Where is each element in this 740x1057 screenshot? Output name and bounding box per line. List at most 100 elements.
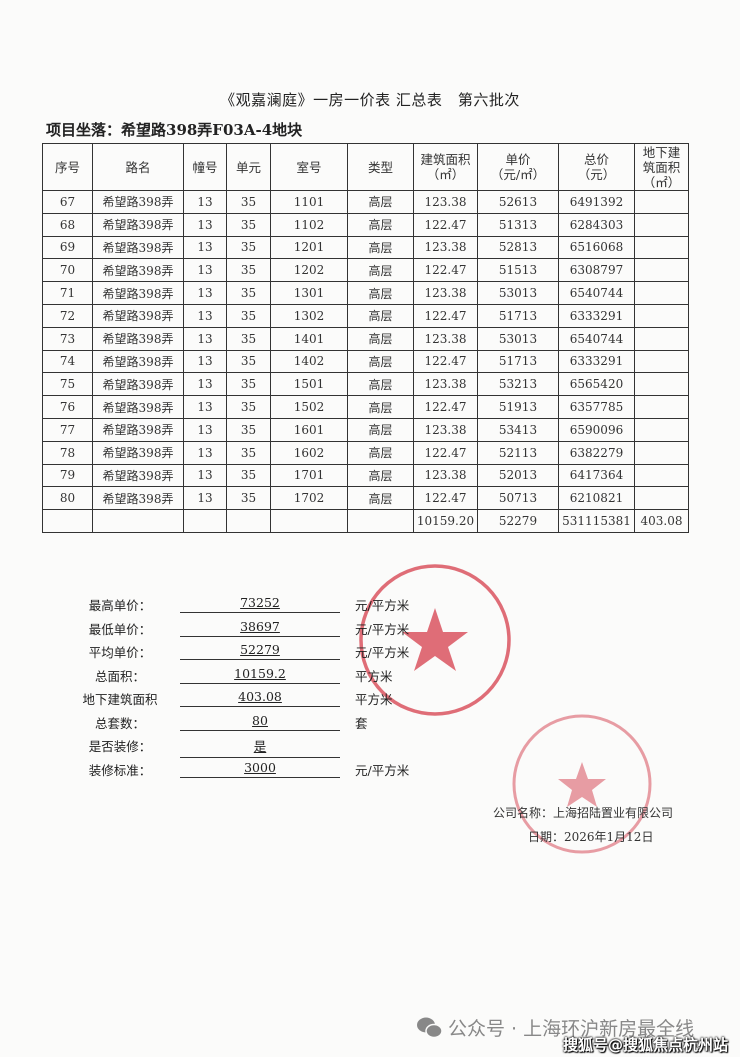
column-header: 类型 <box>347 143 414 191</box>
table-cell <box>634 303 689 328</box>
table-cell: 74 <box>42 349 93 374</box>
summary-unit: 元/平方米 <box>355 645 410 660</box>
table-cell: 53013 <box>477 281 559 305</box>
column-header: 路名 <box>92 143 184 191</box>
summary-unit: 平方米 <box>355 692 393 707</box>
table-cell: 73 <box>42 326 93 351</box>
table-row: 79 希望路398弄 13 35 1701 高层 123.38 52013 6417364 <box>42 463 689 488</box>
table-cell: 高层 <box>347 303 414 328</box>
table-cell: 78 <box>42 440 93 465</box>
table-cell: 高层 <box>347 417 414 442</box>
table-cell: 希望路398弄 <box>92 235 184 260</box>
table-cell: 1702 <box>270 486 348 511</box>
table-cell: 13 <box>183 212 227 237</box>
summary-unit: 元/平方米 <box>355 762 410 778</box>
table-cell: 1301 <box>270 281 348 305</box>
summary-unit: 平方米 <box>355 668 393 684</box>
table-cell: 51913 <box>477 395 559 419</box>
table-cell: 35 <box>226 463 271 488</box>
table-cell <box>226 509 271 533</box>
summary-value: 403.08 <box>180 689 340 707</box>
table-cell: 77 <box>42 417 93 442</box>
table-cell: 1302 <box>270 303 348 328</box>
table-cell: 1501 <box>270 372 348 397</box>
table-cell: 高层 <box>347 212 414 237</box>
table-row: 80 希望路398弄 13 35 1702 高层 122.47 50713 6210821 <box>42 486 689 511</box>
summary-label: 最低单价： <box>88 621 152 637</box>
summary-value: 38697 <box>180 619 340 637</box>
table-cell: 1101 <box>270 190 348 214</box>
table-cell: 13 <box>183 235 227 260</box>
table-cell: 6333291 <box>558 349 635 374</box>
table-cell: 13 <box>183 258 227 283</box>
table-cell: 希望路398弄 <box>92 212 184 237</box>
table-row: 72 希望路398弄 13 35 1302 高层 122.47 51713 6333291 <box>42 303 689 328</box>
table-row: 78 希望路398弄 13 35 1602 高层 122.47 52113 6382279 <box>42 440 689 465</box>
table-cell: 69 <box>42 235 93 260</box>
table-cell: 高层 <box>347 258 414 283</box>
column-header: 序号 <box>42 143 93 191</box>
table-row: 74 希望路398弄 13 35 1402 高层 122.47 51713 6333291 <box>42 349 689 374</box>
table-cell: 531115381 <box>558 509 635 533</box>
table-cell: 高层 <box>347 440 414 465</box>
table-cell: 51513 <box>477 258 559 283</box>
column-header: 幢号 <box>183 143 227 191</box>
table-cell: 52613 <box>477 190 559 214</box>
table-cell: 35 <box>226 395 271 419</box>
table-cell: 122.47 <box>413 303 478 328</box>
official-seal-1 <box>359 564 511 716</box>
wechat-icon <box>417 1017 443 1039</box>
table-cell: 72 <box>42 303 93 328</box>
table-header-row: 序号 路名 幢号 单元 室号 类型 建筑面积 （㎡） 单价 （元/㎡） 总价 （元） 地下建 筑面… <box>42 143 689 191</box>
table-cell: 6540744 <box>558 281 635 305</box>
table-cell: 52813 <box>477 235 559 260</box>
summary-row: 装修标准： 3000 元/平方米 <box>0 760 740 780</box>
table-cell: 希望路398弄 <box>92 486 184 511</box>
table-cell: 高层 <box>347 372 414 397</box>
star-icon <box>402 608 468 671</box>
table-cell: 35 <box>226 372 271 397</box>
table-cell: 122.47 <box>413 212 478 237</box>
table-cell: 13 <box>183 281 227 305</box>
table-cell: 希望路398弄 <box>92 281 184 305</box>
table-cell <box>347 509 414 533</box>
column-header: 单价 （元/㎡） <box>477 143 559 191</box>
table-cell: 高层 <box>347 486 414 511</box>
table-cell: 高层 <box>347 190 414 214</box>
table-cell: 高层 <box>347 326 414 351</box>
table-cell: 122.47 <box>413 486 478 511</box>
table-row: 68 希望路398弄 13 35 1102 高层 122.47 51313 6284303 <box>42 212 689 237</box>
table-cell: 1502 <box>270 395 348 419</box>
table-cell: 35 <box>226 326 271 351</box>
price-table: 序号 路名 幢号 单元 室号 类型 建筑面积 （㎡） 单价 （元/㎡） 总价 （元） 地下建 筑面… <box>42 143 689 533</box>
table-cell: 希望路398弄 <box>92 417 184 442</box>
table-cell <box>270 509 348 533</box>
table-cell: 122.47 <box>413 258 478 283</box>
table-cell: 6308797 <box>558 258 635 283</box>
summary-row: 是否装修： 是 <box>0 736 740 758</box>
summary-label: 是否装修： <box>88 739 152 754</box>
table-cell: 希望路398弄 <box>92 303 184 328</box>
table-cell: 6491392 <box>558 190 635 214</box>
summary-unit: 元/平方米 <box>355 621 410 637</box>
table-cell: 6333291 <box>558 303 635 328</box>
table-cell: 123.38 <box>413 326 478 351</box>
table-cell: 35 <box>226 235 271 260</box>
summary-row: 最低单价： 38697 元/平方米 <box>0 619 740 639</box>
summary-label: 平均单价： <box>88 645 152 660</box>
table-cell: 70 <box>42 258 93 283</box>
table-cell: 403.08 <box>634 509 689 533</box>
summary-label: 总套数： <box>94 715 145 731</box>
table-cell <box>183 509 227 533</box>
table-cell <box>634 326 689 351</box>
table-row: 73 希望路398弄 13 35 1401 高层 123.38 53013 6540744 <box>42 326 689 351</box>
table-cell <box>634 349 689 374</box>
table-cell <box>634 258 689 283</box>
table-cell <box>634 440 689 465</box>
table-cell: 35 <box>226 417 271 442</box>
table-cell: 1102 <box>270 212 348 237</box>
table-cell: 71 <box>42 281 93 305</box>
company-seal <box>512 714 652 854</box>
table-cell: 53213 <box>477 372 559 397</box>
summary-value: 3000 <box>180 760 340 778</box>
